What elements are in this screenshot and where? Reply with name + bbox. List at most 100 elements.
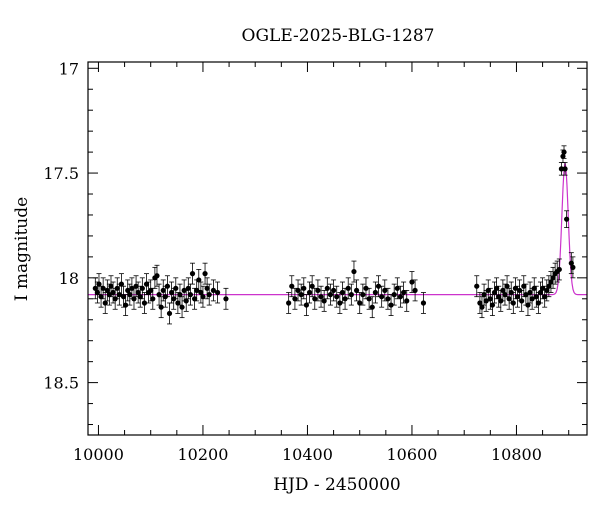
data-point bbox=[158, 304, 164, 310]
data-point bbox=[177, 292, 183, 298]
data-point bbox=[303, 302, 310, 308]
data-point bbox=[477, 300, 483, 306]
data-point bbox=[353, 287, 360, 294]
data-point bbox=[185, 285, 191, 291]
data-point bbox=[306, 289, 313, 296]
data-point bbox=[327, 292, 334, 298]
data-point bbox=[375, 283, 382, 289]
data-point bbox=[301, 285, 307, 291]
data-point bbox=[191, 296, 198, 302]
data-point bbox=[309, 283, 315, 289]
data-point bbox=[214, 289, 221, 296]
data-point bbox=[108, 283, 114, 289]
data-point bbox=[169, 289, 175, 296]
data-point bbox=[542, 294, 548, 300]
data-point bbox=[525, 302, 531, 308]
data-point bbox=[334, 294, 340, 300]
data-point bbox=[189, 271, 196, 277]
plot-area: 10000 10200 10400 10600 10800 17 17.5 18 18.5 bbox=[43, 59, 587, 464]
data-point bbox=[127, 292, 133, 298]
data-point bbox=[139, 285, 145, 291]
data-point bbox=[412, 287, 418, 294]
plot-frame bbox=[87, 61, 588, 436]
data-point bbox=[564, 216, 570, 222]
data-point bbox=[183, 298, 189, 304]
data-point bbox=[391, 292, 397, 298]
y-tick-label: 17 bbox=[59, 59, 79, 78]
data-point bbox=[315, 287, 321, 294]
data-point bbox=[363, 285, 369, 291]
chart-title: OGLE-2025-BLG-1287 bbox=[242, 26, 435, 46]
y-axis-label: I magnitude bbox=[12, 197, 32, 301]
data-point bbox=[160, 287, 166, 294]
data-point bbox=[494, 285, 500, 291]
data-point bbox=[120, 294, 127, 300]
data-point bbox=[491, 289, 498, 296]
data-point bbox=[141, 300, 148, 306]
data-point bbox=[485, 287, 491, 294]
data-point bbox=[544, 287, 550, 294]
data-point bbox=[318, 294, 324, 300]
data-point bbox=[548, 279, 554, 285]
data-point bbox=[166, 310, 173, 317]
data-point bbox=[372, 289, 378, 296]
data-point bbox=[502, 292, 508, 298]
data-point bbox=[292, 296, 298, 302]
data-point bbox=[531, 285, 537, 291]
data-point bbox=[489, 302, 496, 308]
data-point bbox=[397, 294, 404, 300]
y-tick-label: 18.5 bbox=[43, 374, 79, 393]
data-point bbox=[357, 300, 363, 306]
data-point bbox=[286, 300, 292, 306]
data-point bbox=[295, 287, 301, 294]
data-point bbox=[312, 296, 318, 302]
data-point bbox=[385, 296, 391, 302]
data-point bbox=[420, 300, 427, 306]
x-tick-label: 10600 bbox=[387, 445, 438, 464]
data-point bbox=[110, 289, 116, 296]
data-point bbox=[337, 300, 343, 306]
data-point bbox=[321, 298, 327, 304]
data-point bbox=[504, 283, 510, 289]
data-point bbox=[324, 285, 330, 291]
data-point bbox=[400, 289, 407, 296]
data-point bbox=[148, 287, 154, 294]
data-point bbox=[164, 283, 171, 289]
data-point bbox=[156, 292, 162, 298]
data-point bbox=[118, 281, 125, 287]
data-point bbox=[154, 273, 160, 279]
model-curve bbox=[88, 162, 587, 296]
data-point bbox=[143, 281, 150, 287]
data-point bbox=[175, 300, 181, 306]
data-point bbox=[131, 296, 137, 302]
data-point bbox=[210, 287, 217, 294]
data-point bbox=[512, 285, 519, 291]
data-point bbox=[339, 289, 346, 296]
data-point bbox=[198, 289, 204, 296]
data-point bbox=[173, 285, 179, 291]
x-axis-label: HJD - 2450000 bbox=[273, 475, 401, 495]
y-tick-label: 18 bbox=[59, 269, 79, 288]
data-point bbox=[561, 149, 567, 155]
data-point bbox=[123, 302, 129, 308]
data-point bbox=[388, 302, 394, 308]
x-tick-label: 10400 bbox=[282, 445, 333, 464]
data-point bbox=[114, 285, 120, 291]
data-point bbox=[394, 285, 400, 291]
data-point bbox=[409, 279, 415, 285]
data-point bbox=[366, 296, 372, 302]
y-tick-label: 17.5 bbox=[43, 164, 79, 183]
data-point bbox=[98, 294, 104, 300]
data-point bbox=[135, 289, 141, 296]
x-tick-label: 10800 bbox=[491, 445, 542, 464]
data-point bbox=[348, 292, 354, 298]
data-point bbox=[206, 292, 212, 298]
data-point bbox=[345, 285, 351, 291]
data-point bbox=[102, 300, 108, 306]
data-point bbox=[479, 304, 485, 310]
data-point bbox=[342, 296, 348, 302]
data-point bbox=[200, 294, 206, 300]
data-point bbox=[104, 287, 110, 294]
data-point bbox=[514, 294, 521, 300]
